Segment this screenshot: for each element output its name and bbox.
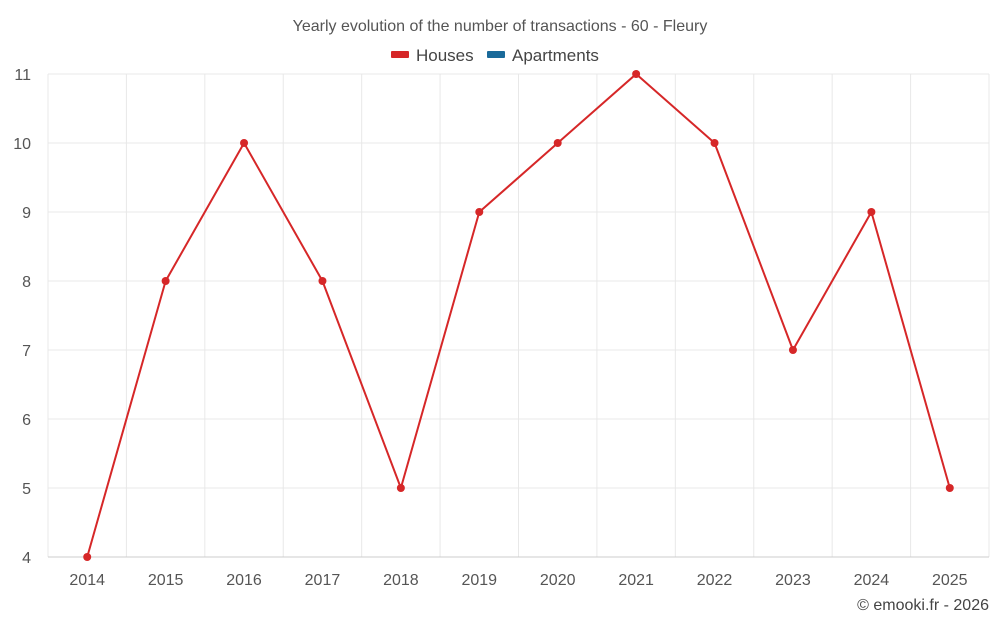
data-point-houses-2021[interactable] (632, 70, 641, 78)
x-tick-label: 2015 (148, 572, 184, 589)
legend-item-houses[interactable]: Houses (391, 46, 474, 65)
legend-swatch-houses (391, 51, 409, 58)
x-tick-label: 2021 (618, 572, 654, 589)
series-line-houses (86, 73, 951, 558)
legend-label-houses: Houses (416, 46, 474, 65)
y-tick-label: 6 (22, 412, 31, 429)
x-tick-label: 2019 (461, 572, 497, 589)
data-point-houses-2019[interactable] (475, 208, 484, 216)
x-tick-label: 2016 (226, 572, 262, 589)
chart-title: Yearly evolution of the number of transa… (293, 18, 708, 35)
y-tick-label: 10 (13, 136, 31, 153)
grid (47, 73, 990, 557)
y-tick-label: 9 (22, 205, 31, 222)
y-tick-label: 7 (22, 343, 31, 360)
y-tick-label: 11 (14, 67, 31, 84)
y-axis: 4 5 6 7 8 9 10 11 (13, 67, 31, 567)
data-point-houses-2023[interactable] (788, 346, 797, 354)
data-point-houses-2018[interactable] (396, 484, 405, 492)
x-tick-label: 2020 (540, 572, 576, 589)
x-tick-label: 2017 (305, 572, 341, 589)
x-tick-label: 2014 (69, 572, 105, 589)
plot-series (83, 70, 954, 561)
legend-label-apartments: Apartments (512, 46, 599, 65)
x-axis: 2014 2015 2016 2017 2018 2019 2020 2021 2022 2023… (48, 556, 989, 589)
legend-item-apartments[interactable]: Apartments (487, 46, 599, 65)
data-point-houses-2014[interactable] (83, 553, 92, 561)
x-tick-label: 2018 (383, 572, 419, 589)
x-tick-label: 2022 (697, 572, 733, 589)
data-point-houses-2016[interactable] (240, 139, 249, 147)
legend-swatch-apartments (487, 51, 505, 58)
legend: Houses Apartments (391, 46, 599, 65)
y-tick-label: 5 (22, 481, 31, 498)
data-point-houses-2020[interactable] (553, 139, 562, 147)
y-tick-label: 4 (22, 550, 31, 567)
data-point-houses-2017[interactable] (318, 277, 327, 285)
data-point-houses-2022[interactable] (710, 139, 719, 147)
x-tick-label: 2023 (775, 572, 811, 589)
data-point-houses-2015[interactable] (161, 277, 170, 285)
credit-text: © emooki.fr - 2026 (857, 597, 989, 614)
data-point-houses-2024[interactable] (867, 208, 876, 216)
x-tick-label: 2024 (854, 572, 890, 589)
y-tick-label: 8 (22, 274, 31, 291)
x-tick-label: 2025 (932, 572, 968, 589)
data-point-houses-2025[interactable] (945, 484, 954, 492)
